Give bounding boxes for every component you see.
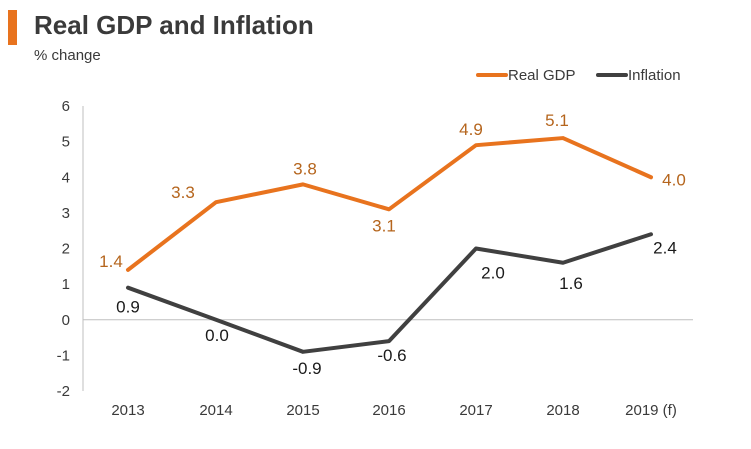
data-label-real-gdp: 3.8	[293, 159, 317, 178]
y-tick-label: 2	[62, 241, 70, 258]
data-label-inflation: -0.9	[292, 359, 321, 378]
data-label-real-gdp: 3.3	[171, 183, 195, 202]
x-tick-label: 2016	[372, 402, 405, 419]
series-line-inflation	[126, 232, 653, 354]
y-tick-label: 3	[62, 205, 70, 222]
legend-label-real-gdp: Real GDP	[508, 67, 576, 84]
series-lines	[126, 136, 653, 354]
x-tick-label: 2017	[459, 402, 492, 419]
axes: 6 5 4 3 2 1 0 -1 -2 2013 2014 2015 2016 2017 2018 2019 …	[57, 98, 693, 419]
data-label-inflation: 2.4	[653, 238, 677, 257]
data-label-inflation: 0.0	[205, 326, 229, 345]
y-tick-label: 5	[62, 134, 70, 151]
data-label-inflation: 0.9	[116, 298, 140, 317]
x-tick-label: 2014	[199, 402, 232, 419]
x-tick-label: 2013	[111, 402, 144, 419]
y-tick-label: -2	[57, 383, 70, 400]
data-label-real-gdp: 4.9	[459, 120, 483, 139]
title-accent-bar	[8, 10, 17, 45]
data-label-inflation: 2.0	[481, 264, 505, 283]
data-label-real-gdp: 3.1	[372, 216, 396, 235]
legend-label-inflation: Inflation	[628, 67, 681, 84]
chart-subtitle: % change	[34, 47, 101, 64]
y-tick-label: 4	[62, 169, 70, 186]
x-tick-label: 2019 (f)	[625, 402, 677, 419]
data-label-real-gdp: 5.1	[545, 111, 569, 130]
y-tick-label: 1	[62, 276, 70, 293]
data-label-real-gdp: 4.0	[662, 170, 686, 189]
y-tick-label: 0	[62, 312, 70, 329]
y-tick-label: -1	[57, 347, 70, 364]
y-tick-label: 6	[62, 98, 70, 115]
data-label-inflation: -0.6	[377, 346, 406, 365]
series-line-real-gdp	[126, 136, 653, 272]
data-label-real-gdp: 1.4	[99, 252, 123, 271]
x-tick-label: 2018	[546, 402, 579, 419]
legend: Real GDP Inflation	[476, 67, 681, 84]
x-tick-label: 2015	[286, 402, 319, 419]
data-label-inflation: 1.6	[559, 274, 583, 293]
chart-title: Real GDP and Inflation	[34, 10, 314, 40]
data-labels: 1.4 3.3 3.8 3.1 4.9 5.1 4.0 0.9 0.0 -0.9 -0.6 2.0 1.…	[99, 111, 686, 378]
